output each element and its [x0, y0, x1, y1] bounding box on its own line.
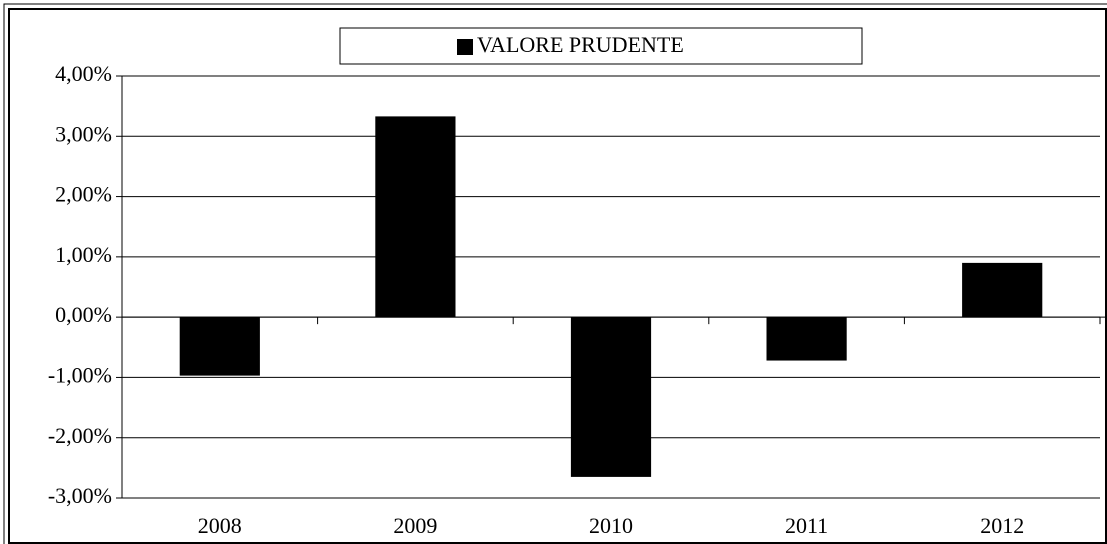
- y-tick-label: -2,00%: [48, 423, 112, 448]
- outer-frame: [3, 3, 1107, 544]
- bar: [375, 116, 456, 318]
- y-tick-label: 1,00%: [55, 242, 112, 267]
- x-tick-label: 2011: [785, 513, 828, 538]
- x-tick-label: 2012: [980, 513, 1024, 538]
- legend-box: [339, 27, 863, 65]
- y-tick-label: -1,00%: [48, 362, 112, 387]
- bar: [766, 317, 847, 361]
- x-tick-label: 2009: [393, 513, 437, 538]
- bar: [570, 317, 652, 477]
- bar: [179, 317, 260, 376]
- y-tick-label: 4,00%: [55, 61, 112, 86]
- x-tick-label: 2010: [589, 513, 633, 538]
- chart-frame: [8, 8, 1107, 544]
- bar: [962, 262, 1043, 318]
- legend-label: VALORE PRUDENTE: [477, 32, 684, 57]
- legend-swatch: [457, 39, 473, 55]
- x-tick-label: 2008: [198, 513, 242, 538]
- y-tick-label: -3,00%: [48, 483, 112, 508]
- y-tick-label: 2,00%: [55, 182, 112, 207]
- y-tick-label: 0,00%: [55, 302, 112, 327]
- y-tick-label: 3,00%: [55, 121, 112, 146]
